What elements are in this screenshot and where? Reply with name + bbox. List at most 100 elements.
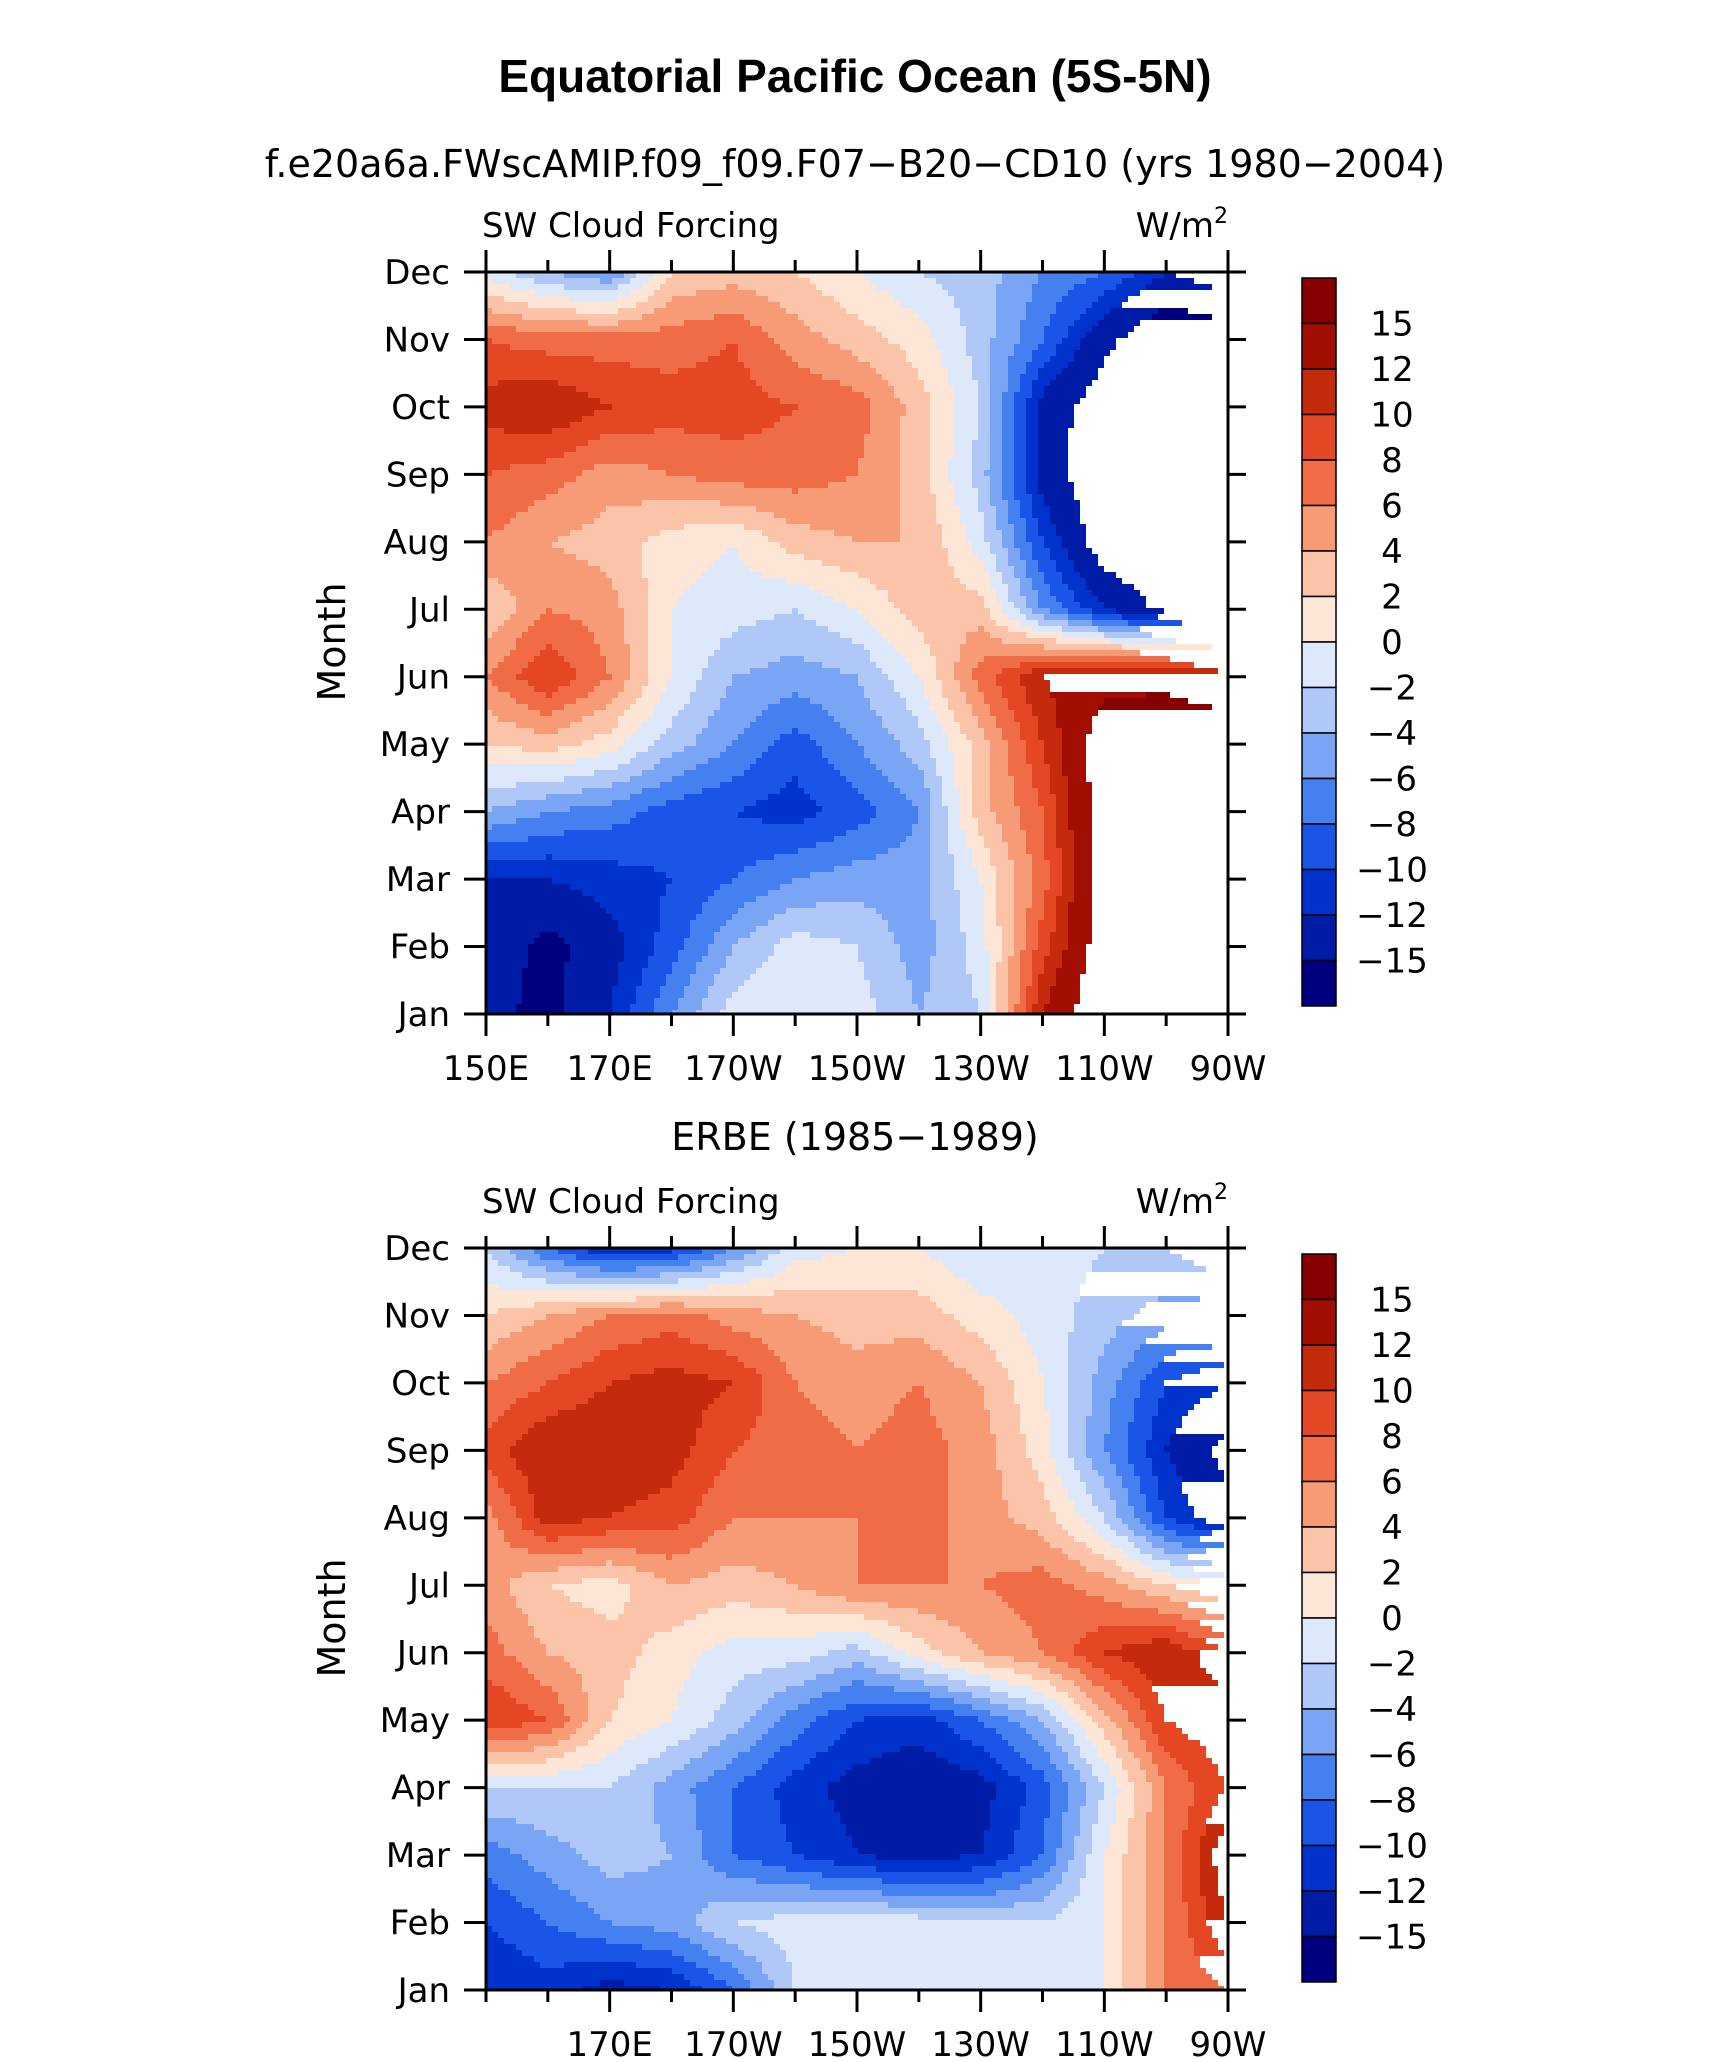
contour-cell	[1080, 1890, 1104, 1896]
contour-cell	[1164, 1806, 1188, 1812]
contour-cell	[486, 1386, 540, 1392]
contour-cell	[960, 512, 984, 518]
contour-cell	[936, 950, 966, 956]
contour-cell	[618, 692, 642, 698]
contour-cell	[930, 974, 972, 980]
contour-cell	[1032, 782, 1050, 788]
contour-cell	[1134, 1398, 1158, 1404]
contour-cell	[486, 1746, 534, 1752]
contour-cell	[960, 902, 984, 908]
contour-cell	[666, 686, 696, 692]
contour-cell	[1062, 632, 1104, 638]
colorbar-label: −12	[1356, 896, 1428, 936]
contour-cell	[564, 1004, 612, 1010]
colorbar-label: 6	[1381, 1463, 1403, 1503]
contour-cell	[996, 1728, 1026, 1734]
contour-cell	[498, 578, 612, 584]
contour-cell	[942, 680, 960, 686]
contour-cell	[720, 1704, 762, 1710]
contour-cell	[930, 326, 966, 332]
contour-cell	[714, 1716, 750, 1722]
colorbar-box	[1301, 1617, 1337, 1665]
contour-cell	[1032, 1004, 1044, 1010]
contour-cell	[1002, 734, 1020, 740]
contour-cell	[918, 626, 978, 632]
contour-cell	[1032, 710, 1056, 716]
contour-cell	[1026, 1452, 1050, 1458]
contour-cell	[612, 914, 660, 920]
contour-cell	[768, 1974, 792, 1980]
contour-cell	[936, 1752, 990, 1758]
contour-cell	[1056, 1854, 1074, 1860]
contour-cell	[546, 1380, 612, 1386]
contour-cell	[1164, 1788, 1194, 1794]
contour-cell	[1074, 1320, 1122, 1326]
contour-cell	[756, 290, 822, 296]
contour-cell	[894, 1410, 930, 1416]
contour-cell	[678, 368, 750, 374]
contour-cell	[960, 506, 978, 512]
contour-cell	[1152, 1470, 1176, 1476]
contour-cell	[798, 1734, 840, 1740]
contour-cell	[846, 602, 894, 608]
contour-cell	[702, 572, 762, 578]
contour-cell	[486, 1752, 564, 1758]
contour-cell	[726, 548, 738, 554]
contour-cell	[576, 386, 762, 392]
contour-cell	[486, 764, 618, 770]
contour-cell	[654, 1788, 690, 1794]
contour-cell	[516, 800, 612, 806]
contour-cell	[486, 854, 546, 860]
contour-cell	[960, 920, 984, 926]
contour-cell	[1056, 704, 1098, 710]
contour-cell	[888, 728, 924, 734]
x-tick-label: 130W	[931, 2025, 1030, 2062]
contour-cell	[1044, 848, 1062, 854]
contour-cell	[1056, 1734, 1074, 1740]
contour-cell	[1068, 1380, 1092, 1386]
contour-cell	[486, 1560, 606, 1566]
contour-cell	[516, 512, 600, 518]
contour-cell	[1026, 1434, 1050, 1440]
contour-cell	[1146, 1776, 1164, 1782]
contour-cell	[702, 1410, 762, 1416]
contour-cell	[978, 488, 990, 494]
contour-cell	[1008, 596, 1026, 602]
contour-cell	[990, 1818, 1020, 1824]
contour-cell	[1062, 962, 1086, 968]
contour-cell	[678, 596, 834, 602]
contour-cell	[978, 410, 990, 416]
contour-cell	[636, 1548, 690, 1554]
contour-cell	[594, 1734, 636, 1740]
contour-cell	[600, 680, 624, 686]
contour-cell	[1104, 1758, 1122, 1764]
contour-cell	[990, 956, 1002, 962]
contour-cell	[630, 278, 648, 284]
contour-cell	[1002, 530, 1014, 536]
contour-cell	[1026, 1698, 1056, 1704]
x-tick-label: 150E	[443, 1049, 529, 1089]
contour-cell	[696, 1428, 750, 1434]
contour-cell	[696, 1614, 864, 1620]
contour-cell	[810, 1884, 1020, 1890]
contour-cell	[1200, 1842, 1218, 1848]
contour-cell	[564, 992, 612, 998]
contour-cell	[1140, 1380, 1164, 1386]
contour-cell	[1134, 1542, 1152, 1548]
contour-cell	[1032, 500, 1044, 506]
contour-cell	[486, 1248, 510, 1254]
contour-cell	[504, 1536, 546, 1542]
contour-cell	[636, 1962, 696, 1968]
contour-cell	[726, 284, 738, 290]
contour-cell	[900, 440, 930, 446]
contour-cell	[960, 824, 978, 830]
contour-cell	[930, 1410, 990, 1416]
contour-cell	[624, 638, 648, 644]
contour-cell	[684, 1974, 714, 1980]
contour-cell	[1062, 1482, 1086, 1488]
contour-cell	[924, 998, 978, 1004]
contour-cell	[984, 698, 1008, 704]
contour-cell	[492, 668, 522, 674]
contour-cell	[924, 1680, 966, 1686]
contour-cell	[492, 1506, 516, 1512]
